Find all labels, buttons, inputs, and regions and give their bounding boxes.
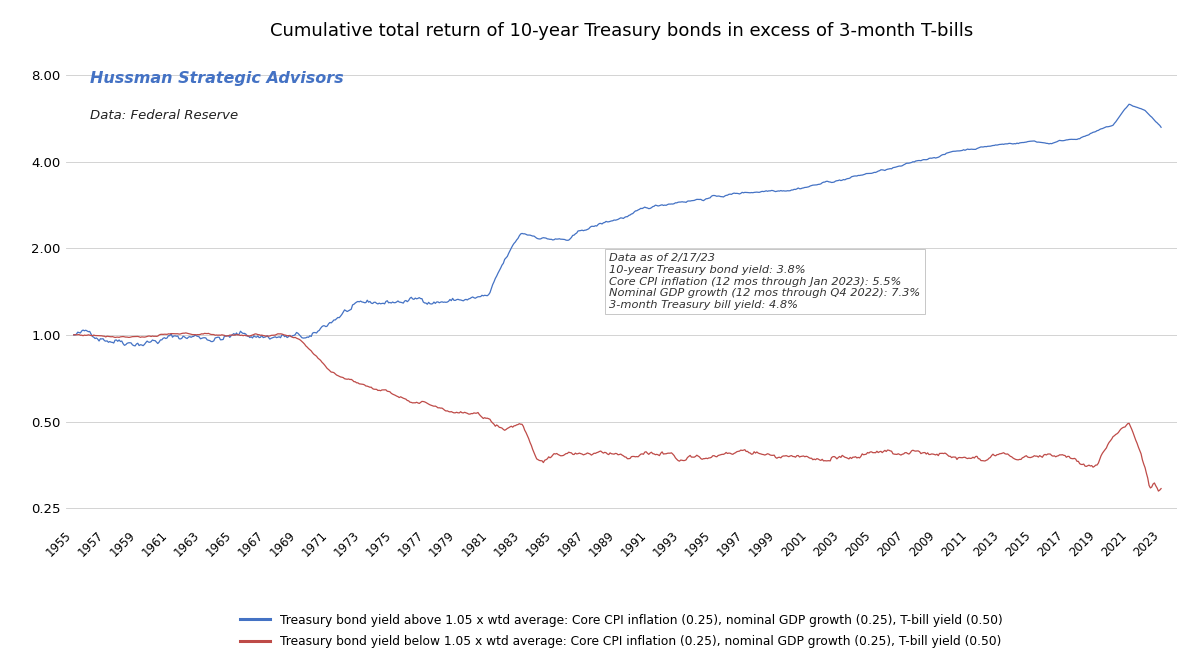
Text: Data as of 2/17/23
10-year Treasury bond yield: 3.8%
Core CPI inflation (12 mos : Data as of 2/17/23 10-year Treasury bond…	[609, 253, 920, 310]
Title: Cumulative total return of 10-year Treasury bonds in excess of 3-month T-bills: Cumulative total return of 10-year Treas…	[270, 22, 973, 40]
Legend: Treasury bond yield above 1.05 x wtd average: Core CPI inflation (0.25), nominal: Treasury bond yield above 1.05 x wtd ave…	[240, 614, 1003, 648]
Text: Data: Federal Reserve: Data: Federal Reserve	[90, 109, 238, 122]
Text: Hussman Strategic Advisors: Hussman Strategic Advisors	[90, 71, 344, 86]
